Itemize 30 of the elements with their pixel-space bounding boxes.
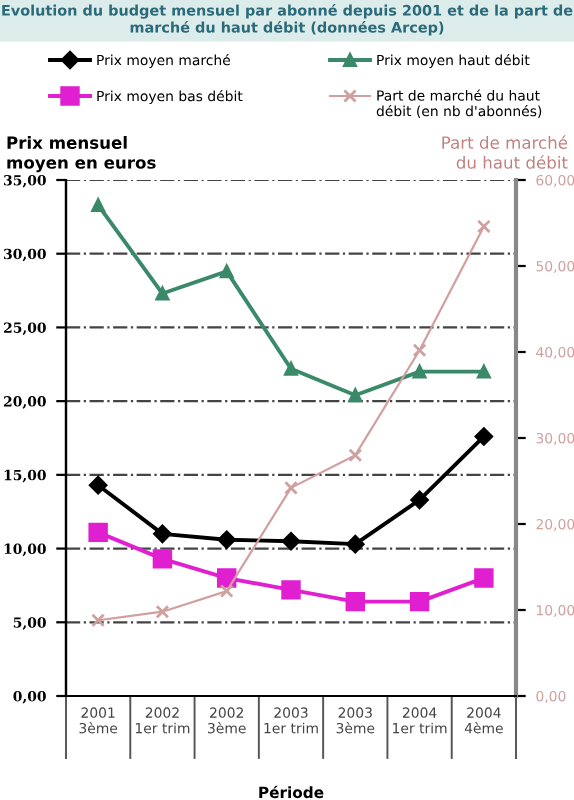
point	[219, 264, 234, 279]
point	[284, 480, 298, 495]
point	[219, 584, 234, 599]
point	[476, 219, 491, 234]
point	[346, 534, 365, 554]
point	[476, 364, 491, 379]
point	[216, 568, 237, 588]
point	[152, 549, 173, 569]
point	[345, 591, 366, 612]
y-axis-title: Prix mensuel moyen en euros	[7, 136, 156, 173]
point	[348, 388, 363, 403]
point	[474, 568, 494, 588]
point	[474, 427, 494, 446]
point	[88, 475, 108, 495]
point	[88, 522, 108, 543]
point	[409, 591, 430, 612]
point	[281, 580, 301, 600]
point	[91, 198, 106, 213]
point	[284, 361, 298, 376]
point	[91, 613, 106, 628]
point	[281, 531, 301, 551]
point	[410, 490, 429, 510]
point	[412, 343, 427, 358]
point	[412, 364, 427, 379]
point	[348, 448, 363, 463]
y2-axis-title: Part de marché du haut débit	[442, 135, 568, 169]
point	[217, 530, 236, 549]
point	[153, 524, 172, 544]
point	[155, 286, 170, 301]
point	[155, 604, 170, 619]
